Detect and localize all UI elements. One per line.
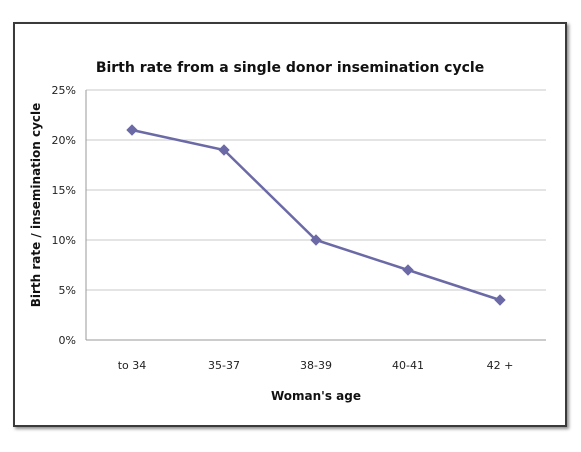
- x-tick-label: to 34: [118, 359, 147, 372]
- x-tick-label: 35-37: [208, 359, 240, 372]
- data-point-marker: [218, 144, 230, 156]
- gridlines: [85, 89, 546, 341]
- y-tick-label: 0%: [59, 334, 76, 347]
- x-tick-label: 40-41: [392, 359, 424, 372]
- data-point-marker: [126, 124, 138, 136]
- x-tick-label: 42 +: [487, 359, 514, 372]
- y-tick-label: 25%: [52, 84, 76, 97]
- series-group: [126, 124, 506, 306]
- y-tick-label: 10%: [52, 234, 76, 247]
- y-tick-label: 20%: [52, 134, 76, 147]
- x-axis-ticks: to 34 35-37 38-39 40-41 42 +: [118, 359, 514, 372]
- series-line: [131, 128, 501, 302]
- y-tick-label: 5%: [59, 284, 76, 297]
- data-point-marker: [402, 264, 414, 276]
- y-axis-ticks: 0% 5% 10% 15% 20% 25%: [52, 84, 76, 347]
- y-tick-label: 15%: [52, 184, 76, 197]
- x-tick-label: 38-39: [300, 359, 332, 372]
- x-axis-title: Woman's age: [271, 389, 361, 403]
- data-point-marker: [494, 294, 506, 306]
- y-axis-title: Birth rate / insemination cycle: [29, 103, 43, 308]
- data-point-marker: [310, 234, 322, 246]
- chart-title: Birth rate from a single donor inseminat…: [96, 60, 484, 76]
